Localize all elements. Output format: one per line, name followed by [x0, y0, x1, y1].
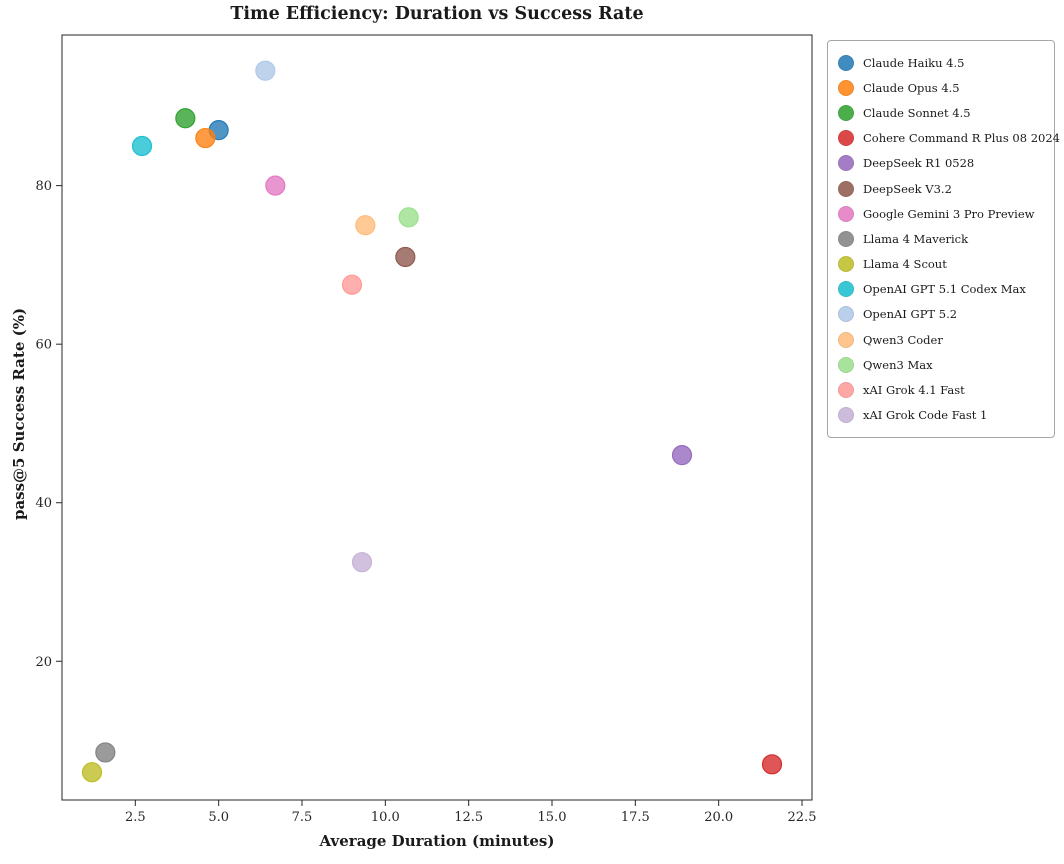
- legend-item-xai-grok-4-1-fast: xAI Grok 4.1 Fast: [838, 377, 1044, 402]
- legend-label: Cohere Command R Plus 08 2024: [863, 131, 1060, 146]
- legend-marker-icon: [838, 54, 854, 71]
- legend-marker-icon: [838, 130, 854, 147]
- data-point-claude-sonnet-4-5: [175, 108, 196, 129]
- legend-item-xai-grok-code-fast-1: xAI Grok Code Fast 1: [838, 403, 1044, 428]
- data-point-qwen3-max: [398, 207, 419, 228]
- data-point-claude-opus-4-5: [195, 127, 216, 149]
- x-tick-label: 17.5: [621, 810, 650, 825]
- data-point-openai-gpt-5-2: [255, 60, 276, 81]
- y-axis-label: pass@5 Success Rate (%): [10, 307, 28, 521]
- legend-label: Claude Opus 4.5: [863, 80, 960, 95]
- data-point-deepseek-r1-0528: [671, 445, 693, 466]
- legend-marker-icon: [838, 382, 854, 399]
- data-point-google-gemini-3-pro-preview: [265, 175, 286, 196]
- y-tick-label: 80: [35, 179, 52, 194]
- legend-label: Llama 4 Maverick: [863, 231, 969, 246]
- legend-label: xAI Grok 4.1 Fast: [863, 383, 965, 398]
- legend-item-deepseek-v3-2: DeepSeek V3.2: [838, 176, 1044, 201]
- legend-item-qwen3-coder: Qwen3 Coder: [838, 327, 1044, 352]
- y-tick-label: 60: [35, 338, 52, 353]
- legend-label: Llama 4 Scout: [863, 257, 947, 272]
- legend-label: Claude Haiku 4.5: [863, 55, 965, 70]
- legend: Claude Haiku 4.5 Claude Opus 4.5 Claude So…: [827, 40, 1060, 438]
- legend-marker-icon: [838, 205, 854, 222]
- legend-marker-icon: [838, 331, 854, 348]
- legend-item-deepseek-r1-0528: DeepSeek R1 0528: [838, 151, 1044, 176]
- legend-item-cohere-command-r-plus-08-2024: Cohere Command R Plus 08 2024: [838, 126, 1060, 151]
- legend-item-llama-4-scout: Llama 4 Scout: [838, 252, 1044, 277]
- legend-label: Claude Sonnet 4.5: [863, 105, 971, 120]
- x-tick-label: 5.0: [208, 810, 229, 825]
- data-point-xai-grok-code-fast-1: [351, 552, 373, 573]
- legend-marker-icon: [838, 104, 854, 121]
- data-point-cohere-command-r-plus-08-2024: [761, 754, 783, 775]
- legend-item-llama-4-maverick: Llama 4 Maverick: [838, 226, 1044, 251]
- legend-label: Qwen3 Max: [863, 357, 933, 372]
- data-point-xai-grok-4-1-fast: [341, 274, 363, 295]
- legend-item-qwen3-max: Qwen3 Max: [838, 352, 1044, 377]
- chart-title: Time Efficiency: Duration vs Success Rat…: [230, 4, 644, 24]
- legend-item-openai-gpt-5-1-codex-max: OpenAI GPT 5.1 Codex Max: [838, 277, 1044, 302]
- legend-label: xAI Grok Code Fast 1: [863, 408, 988, 423]
- legend-item-google-gemini-3-pro-preview: Google Gemini 3 Pro Preview: [838, 201, 1044, 226]
- x-axis-label: Average Duration (minutes): [319, 832, 555, 850]
- data-point-openai-gpt-5-1-codex-max: [131, 135, 153, 157]
- x-tick-label: 10.0: [371, 810, 400, 825]
- legend-marker-icon: [838, 79, 854, 96]
- legend-label: DeepSeek R1 0528: [863, 156, 975, 171]
- x-tick-label: 2.5: [125, 810, 146, 825]
- legend-label: Google Gemini 3 Pro Preview: [863, 206, 1035, 221]
- x-tick-label: 12.5: [454, 810, 483, 825]
- legend-marker-icon: [838, 155, 854, 172]
- legend-item-openai-gpt-5-2: OpenAI GPT 5.2: [838, 302, 1044, 327]
- x-tick-label: 15.0: [538, 810, 567, 825]
- plot-border: [61, 34, 813, 801]
- data-point-deepseek-v3-2: [395, 246, 416, 268]
- legend-label: DeepSeek V3.2: [863, 181, 952, 196]
- y-tick-label: 20: [35, 655, 52, 670]
- x-tick-label: 20.0: [704, 810, 733, 825]
- legend-label: OpenAI GPT 5.2: [863, 307, 958, 322]
- legend-label: Qwen3 Coder: [863, 332, 943, 347]
- data-point-llama-4-scout: [81, 762, 103, 783]
- legend-marker-icon: [838, 306, 854, 323]
- x-tick-label: 7.5: [292, 810, 313, 825]
- legend-marker-icon: [838, 230, 854, 247]
- data-point-llama-4-maverick: [95, 742, 116, 763]
- x-tick-label: 22.5: [788, 810, 817, 825]
- legend-item-claude-opus-4-5: Claude Opus 4.5: [838, 75, 1044, 100]
- legend-label: OpenAI GPT 5.1 Codex Max: [863, 282, 1026, 297]
- data-point-qwen3-coder: [355, 215, 376, 236]
- legend-marker-icon: [838, 407, 854, 424]
- legend-marker-icon: [838, 356, 854, 373]
- legend-marker-icon: [838, 281, 854, 298]
- legend-marker-icon: [838, 180, 854, 197]
- legend-item-claude-haiku-4-5: Claude Haiku 4.5: [838, 50, 1044, 75]
- y-tick-label: 40: [35, 496, 52, 511]
- legend-marker-icon: [838, 256, 854, 273]
- legend-item-claude-sonnet-4-5: Claude Sonnet 4.5: [838, 100, 1044, 125]
